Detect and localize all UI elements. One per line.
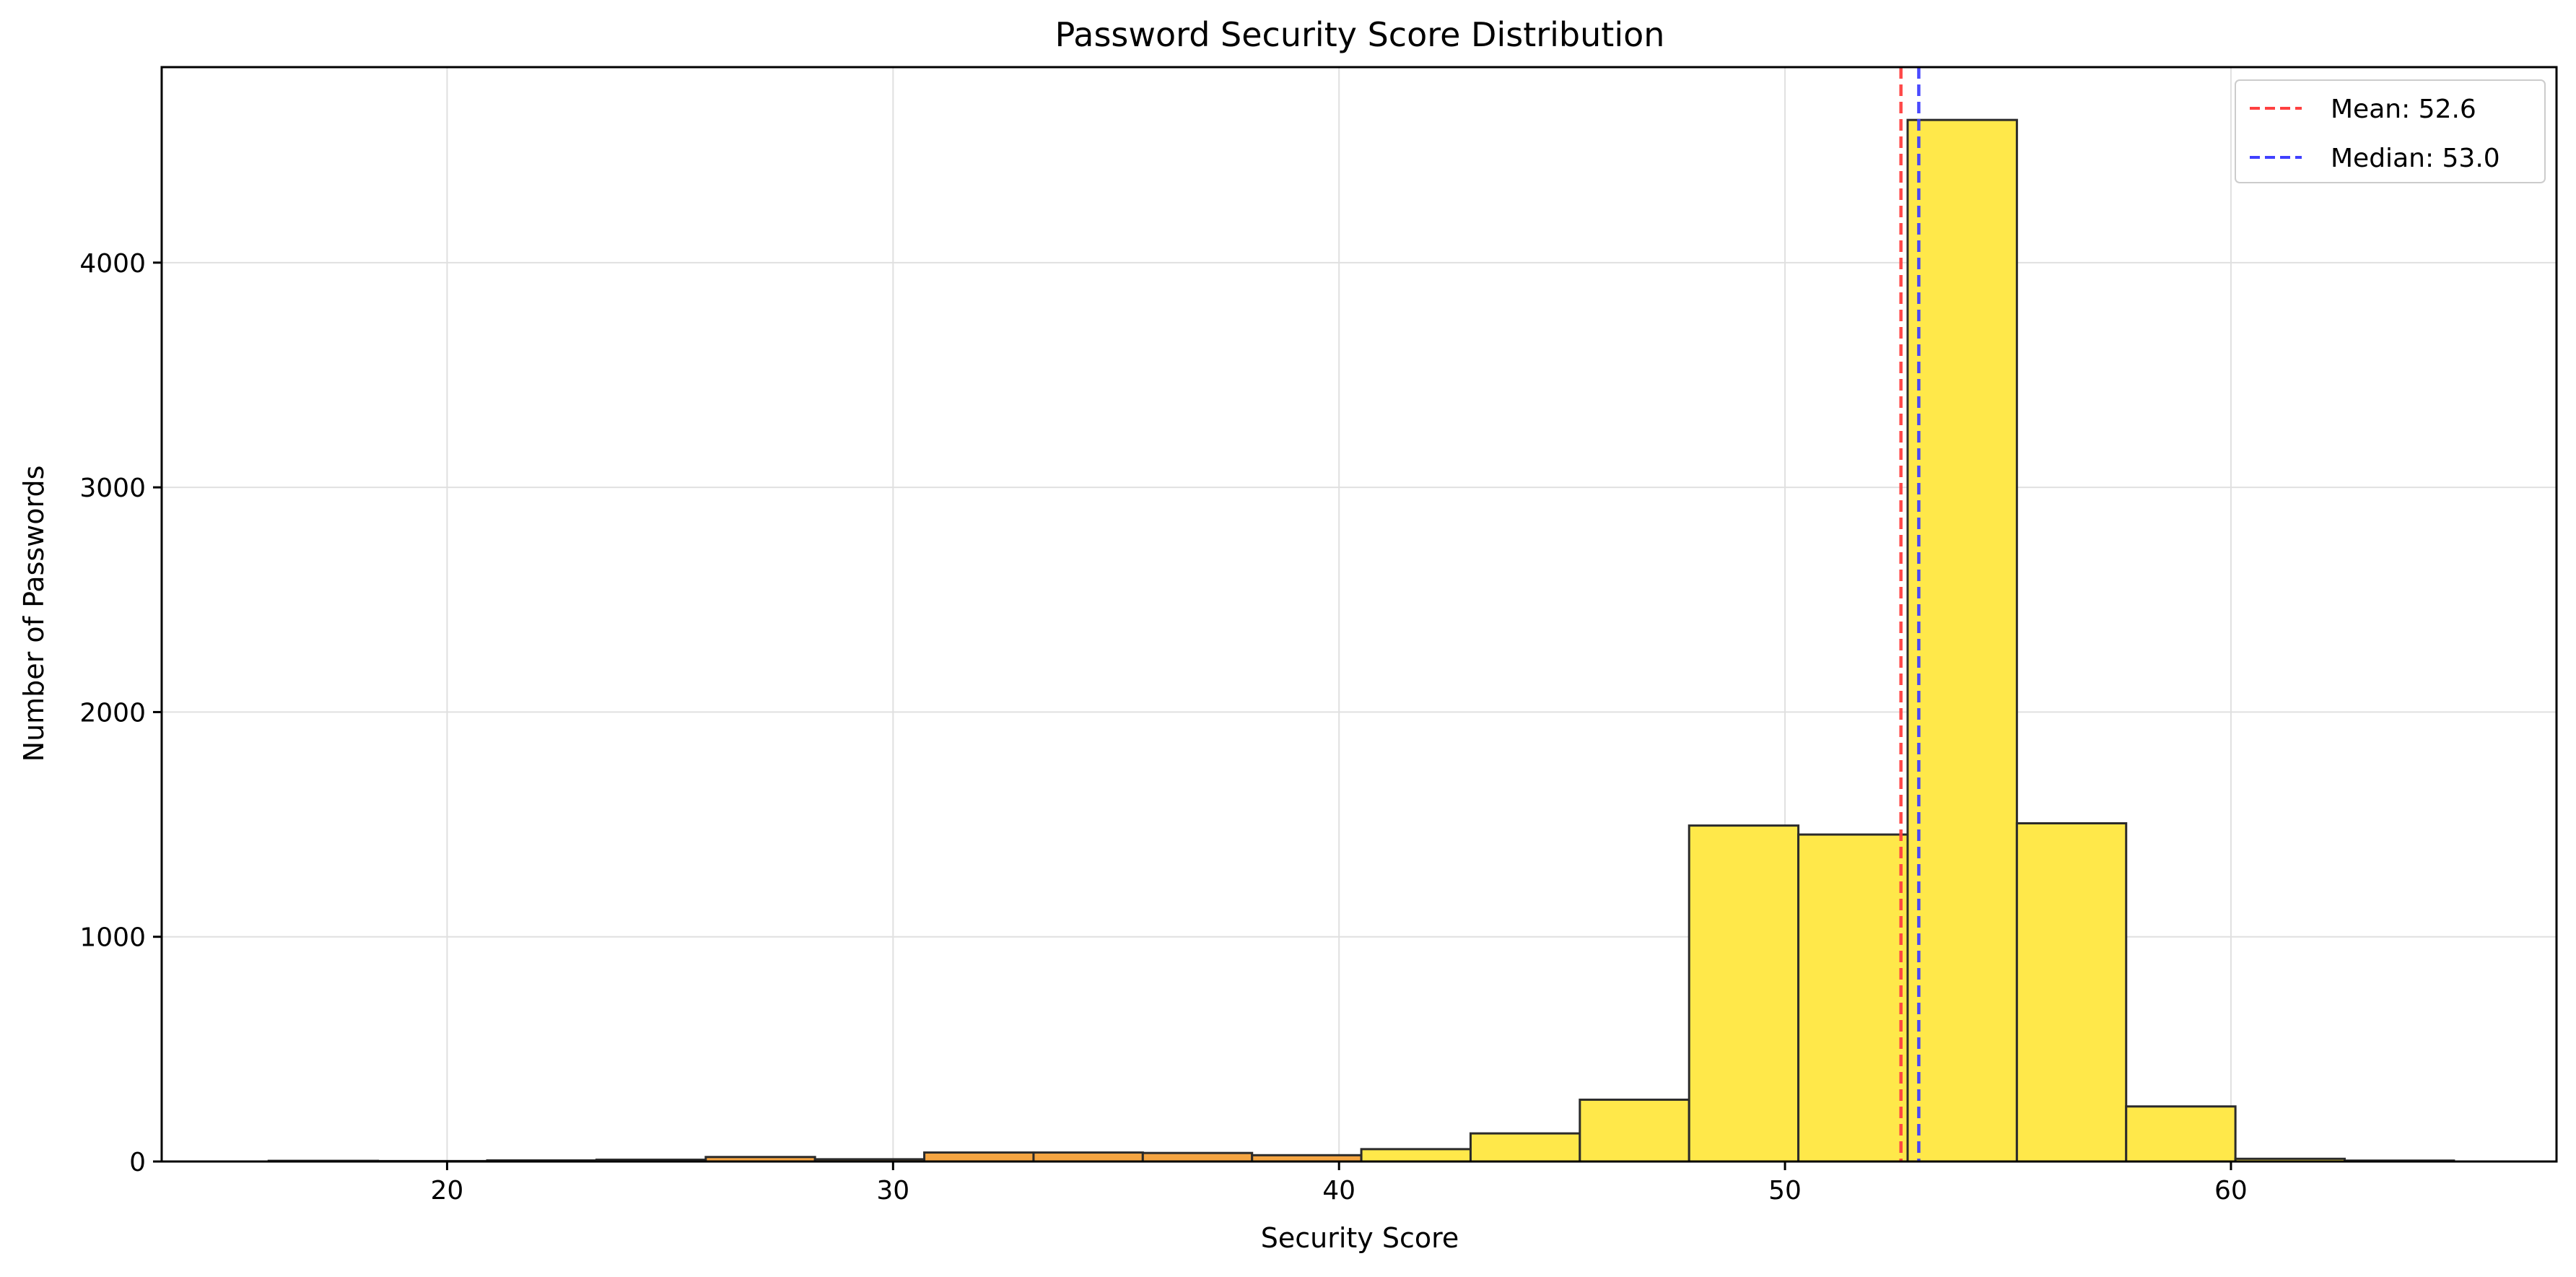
x-tick-label: 40 — [1322, 1176, 1355, 1206]
histogram-bar — [2015, 822, 2128, 1163]
histogram-bar — [1579, 1098, 1690, 1163]
x-tick-label: 30 — [876, 1176, 909, 1206]
histogram-bars — [267, 118, 2455, 1163]
x-tick-label: 50 — [1768, 1176, 1802, 1206]
y-tick-label: 3000 — [79, 474, 146, 503]
y-axis-ticks: 0 1000 2000 3000 4000 — [79, 249, 162, 1177]
histogram-bar — [2125, 1105, 2237, 1163]
histogram-bar — [1797, 833, 1909, 1163]
histogram-bar — [1141, 1151, 1254, 1163]
legend: Mean: 52.6 Median: 53.0 — [2235, 79, 2546, 183]
grid-lines — [162, 67, 2557, 1162]
legend-median-label: Median: 53.0 — [2331, 144, 2500, 173]
x-tick-label: 20 — [431, 1176, 464, 1206]
x-axis-label: Security Score — [1261, 1222, 1459, 1254]
chart-title: Password Security Score Distribution — [1055, 15, 1665, 54]
y-tick-label: 2000 — [79, 698, 146, 728]
y-tick-label: 1000 — [79, 923, 146, 953]
x-tick-label: 60 — [2214, 1176, 2248, 1206]
histogram-bar — [1688, 824, 1800, 1163]
legend-box — [2235, 79, 2546, 183]
legend-mean-label: Mean: 52.6 — [2331, 95, 2476, 124]
y-axis-label: Number of Passwords — [18, 466, 50, 762]
histogram-bar — [923, 1151, 1035, 1163]
y-tick-label: 0 — [129, 1148, 146, 1177]
plot-frame — [160, 66, 2558, 1163]
histogram-bar — [1032, 1151, 1144, 1163]
reference-lines — [1899, 67, 1921, 1161]
x-axis-ticks: 20 30 40 50 60 — [431, 1161, 2248, 1206]
histogram-bar — [1469, 1132, 1581, 1163]
y-tick-label: 4000 — [79, 249, 146, 279]
histogram-bar — [1906, 118, 2018, 1163]
histogram-bar — [1360, 1148, 1472, 1163]
